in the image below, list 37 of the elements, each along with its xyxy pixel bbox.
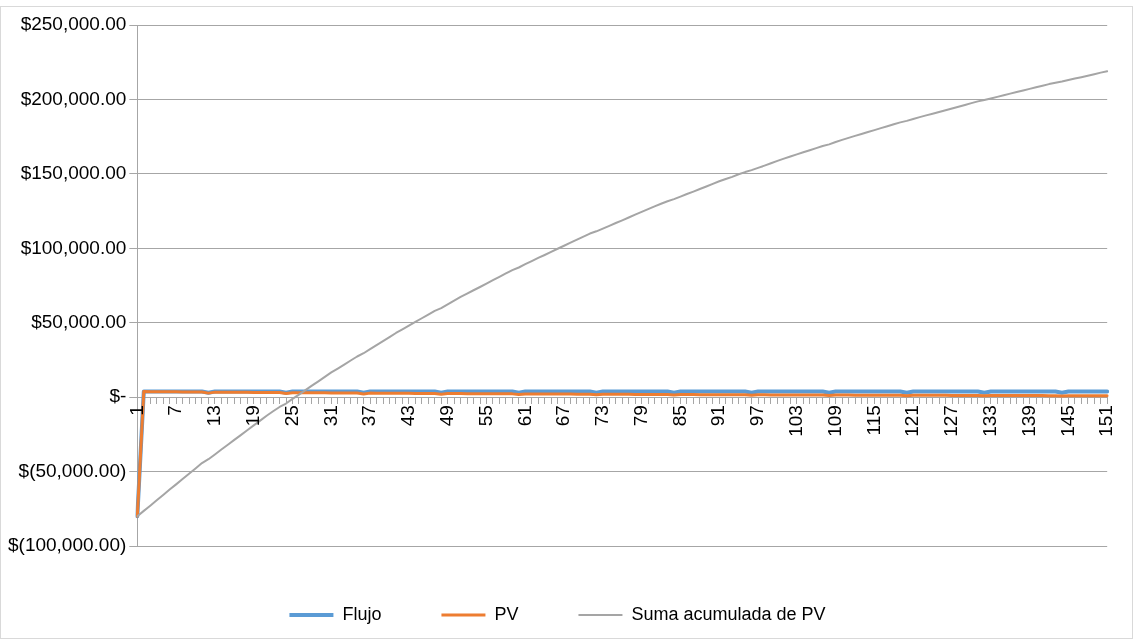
y-tick-label: $100,000.00 [20,236,127,258]
y-tick-label: $250,000.00 [20,13,127,35]
x-tick-label: 7 [164,405,186,416]
x-tick-label: 67 [552,405,574,427]
x-tick-label: 151 [1095,405,1117,437]
x-tick-label: 43 [397,405,419,427]
x-tick-label: 49 [435,405,457,427]
x-tick-label: 127 [940,405,962,437]
x-tick-label: 13 [203,405,225,427]
y-tick-label: $(50,000.00) [18,459,127,481]
x-tick-label: 133 [979,405,1001,437]
x-tick-label: 139 [1017,405,1039,437]
y-tick-label: $200,000.00 [20,87,127,109]
x-tick-label: 97 [746,405,768,427]
x-tick-label: 103 [785,405,807,437]
x-tick-label: 115 [862,405,884,436]
y-tick-label: $150,000.00 [20,162,127,184]
x-tick-label: 85 [668,405,690,427]
x-tick-label: 145 [1056,405,1078,437]
y-tick-label: $- [109,385,127,407]
y-tick-label: $50,000.00 [31,310,127,332]
x-tick-label: 37 [358,405,380,427]
x-tick-label: 31 [319,405,341,427]
x-tick-label: 79 [629,405,651,427]
x-tick-label: 19 [241,405,263,427]
legend-label: PV [494,603,519,624]
x-tick-label: 73 [591,405,613,427]
x-tick-label: 109 [823,405,845,437]
x-tick-label: 121 [901,405,923,437]
x-tick-label: 1 [125,405,147,416]
x-tick-label: 61 [513,405,535,427]
y-tick-label: $(100,000.00) [7,534,127,556]
legend-label: Flujo [342,603,382,624]
x-tick-label: 55 [474,405,496,427]
x-tick-label: 25 [280,405,302,427]
x-tick-label: 91 [707,405,729,427]
legend-label: Suma acumulada de PV [631,603,826,624]
